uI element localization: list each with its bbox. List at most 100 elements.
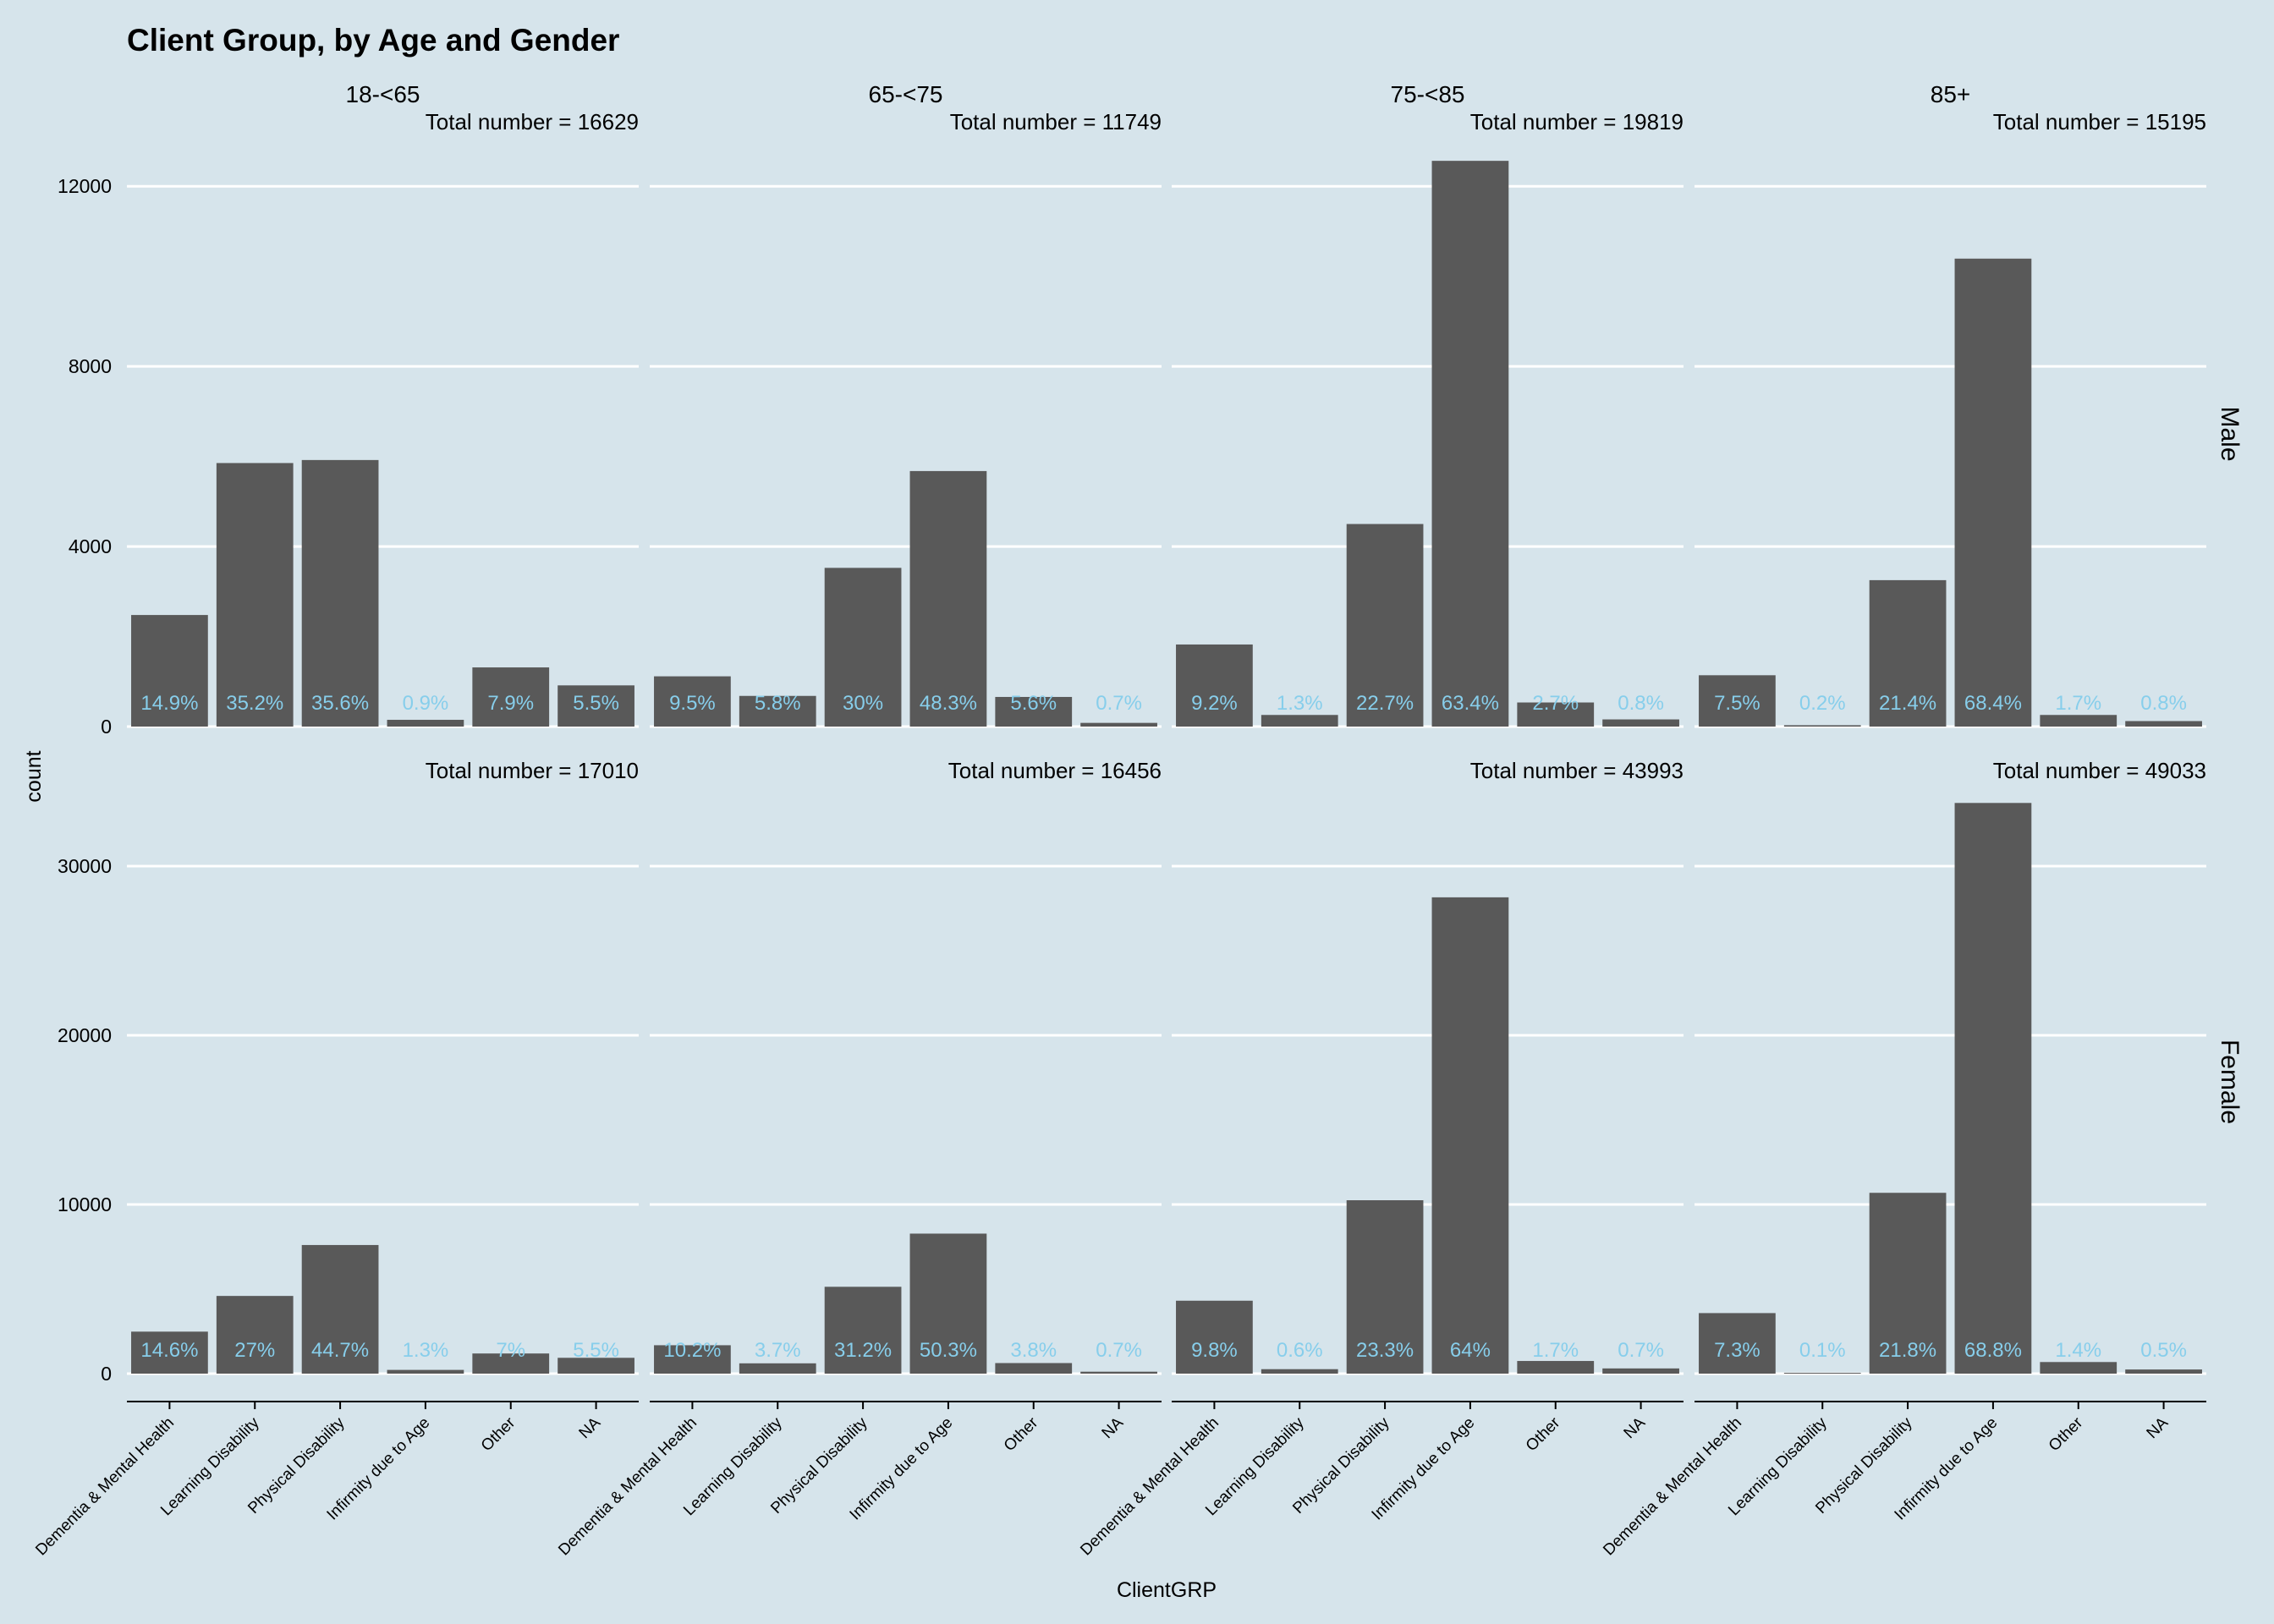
total-number-label: Total number = 49033 (1993, 758, 2206, 783)
bar-percent-label: 0.2% (1799, 692, 1846, 715)
bar-percent-label: 7.9% (487, 692, 534, 715)
bar-percent-label: 0.8% (1618, 692, 1664, 715)
bar (387, 1369, 464, 1374)
bar-percent-label: 1.7% (1532, 1339, 1579, 1362)
bar-percent-label: 22.7% (1356, 692, 1414, 715)
bar-percent-label: 5.5% (573, 692, 619, 715)
bar-percent-label: 5.6% (1010, 692, 1057, 715)
bar (1869, 579, 1947, 727)
bar (2125, 721, 2202, 727)
bar (2125, 1369, 2202, 1374)
bar-percent-label: 1.3% (1277, 692, 1323, 715)
bar-percent-label: 0.9% (403, 692, 449, 715)
total-number-label: Total number = 43993 (1470, 758, 1684, 783)
bar (131, 1331, 208, 1374)
bar-percent-label: 64% (1450, 1339, 1491, 1362)
bar (216, 1296, 294, 1374)
bar (1783, 1373, 1861, 1374)
bar (909, 1233, 987, 1374)
facet-column-label: 75-<85 (1391, 81, 1465, 107)
bar-percent-label: 7.5% (1714, 692, 1760, 715)
bar (2040, 1362, 2117, 1374)
bar-percent-label: 9.2% (1191, 692, 1238, 715)
bar (995, 696, 1073, 727)
facet-column-label: 18-<65 (346, 81, 420, 107)
x-tick-label: Other (1523, 1413, 1564, 1455)
bar-percent-label: 27% (234, 1339, 275, 1362)
total-number-label: Total number = 16456 (948, 758, 1162, 783)
bar (1431, 161, 1509, 727)
bar-percent-label: 0.7% (1096, 692, 1142, 715)
x-tick-label: Other (2046, 1413, 2087, 1455)
bar (1261, 715, 1338, 727)
bar-percent-label: 23.3% (1356, 1339, 1414, 1362)
bar-percent-label: 2.7% (1532, 692, 1579, 715)
y-tick-label: 20000 (58, 1024, 112, 1046)
bar (1176, 644, 1253, 727)
total-number-label: Total number = 19819 (1470, 109, 1684, 134)
bar-percent-label: 35.2% (226, 692, 283, 715)
bar-percent-label: 5.5% (573, 1339, 619, 1362)
bar-percent-label: 44.7% (311, 1339, 369, 1362)
bar-percent-label: 9.8% (1191, 1339, 1238, 1362)
bar (654, 676, 731, 727)
bar-percent-label: 0.5% (2140, 1339, 2187, 1362)
y-tick-label: 12000 (58, 175, 112, 197)
y-tick-label: 30000 (58, 855, 112, 877)
x-tick-label: NA (2144, 1413, 2172, 1442)
y-tick-label: 10000 (58, 1193, 112, 1215)
bar (1346, 524, 1424, 727)
bar (472, 1353, 550, 1374)
bar (909, 470, 987, 727)
bar-percent-label: 1.7% (2055, 692, 2101, 715)
bar-percent-label: 0.7% (1618, 1339, 1664, 1362)
bar (824, 568, 902, 727)
bar-percent-label: 3.7% (755, 1339, 801, 1362)
bar (301, 459, 379, 727)
chart-title: Client Group, by Age and Gender (127, 23, 619, 58)
bar (1699, 675, 1776, 727)
bar-percent-label: 5.8% (755, 692, 801, 715)
x-tick-label: NA (576, 1413, 605, 1442)
x-tick-label: NA (1099, 1413, 1128, 1442)
bar (739, 1363, 816, 1374)
facet-column-label: 85+ (1931, 81, 1971, 107)
bar-percent-label: 31.2% (834, 1339, 892, 1362)
bar (739, 695, 816, 727)
y-tick-label: 8000 (69, 355, 112, 377)
bar-percent-label: 0.6% (1277, 1339, 1323, 1362)
bar-percent-label: 21.8% (1879, 1339, 1936, 1362)
bar (472, 667, 550, 727)
bar (131, 615, 208, 727)
bar (216, 463, 294, 727)
bar-percent-label: 50.3% (920, 1339, 977, 1362)
total-number-label: Total number = 15195 (1993, 109, 2206, 134)
bar-percent-label: 68.4% (1964, 692, 2022, 715)
bar (1176, 1300, 1253, 1374)
bar-percent-label: 10.2% (663, 1339, 721, 1362)
bar (654, 1345, 731, 1374)
x-tick-label: Other (478, 1413, 519, 1455)
bar-percent-label: 0.8% (2140, 692, 2187, 715)
bar-percent-label: 14.9% (140, 692, 198, 715)
bar (824, 1287, 902, 1374)
x-tick-label: Dementia & Mental Health (1600, 1414, 1745, 1560)
bar-percent-label: 21.4% (1879, 692, 1936, 715)
bar-percent-label: 63.4% (1442, 692, 1499, 715)
bar (995, 1363, 1073, 1374)
facet-column-label: 65-<75 (869, 81, 943, 107)
bar-percent-label: 68.8% (1964, 1339, 2022, 1362)
bar (1346, 1200, 1424, 1374)
x-axis-title: ClientGRP (1117, 1578, 1217, 1602)
bar-percent-label: 35.6% (311, 692, 369, 715)
bar-percent-label: 30% (843, 692, 883, 715)
y-tick-label: 4000 (69, 535, 112, 557)
bar-percent-label: 14.6% (140, 1339, 198, 1362)
bar (1080, 722, 1157, 727)
bar (1954, 258, 2032, 727)
facet-row-label: Female (2216, 1040, 2244, 1124)
bar (1261, 1369, 1338, 1374)
y-tick-label: 0 (101, 1363, 112, 1385)
bar-percent-label: 7.3% (1714, 1339, 1760, 1362)
